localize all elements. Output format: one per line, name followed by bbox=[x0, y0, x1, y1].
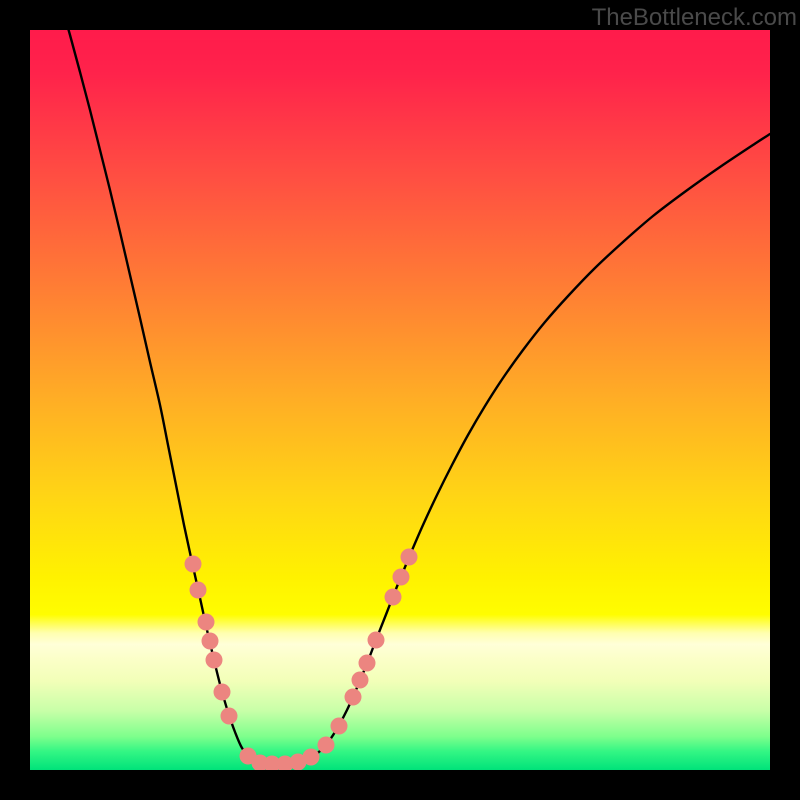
data-marker bbox=[352, 672, 369, 689]
watermark-text: TheBottleneck.com bbox=[592, 4, 797, 32]
data-marker bbox=[185, 556, 202, 573]
data-marker bbox=[345, 689, 362, 706]
data-marker bbox=[206, 652, 223, 669]
data-marker bbox=[318, 737, 335, 754]
data-marker bbox=[303, 749, 320, 766]
data-marker bbox=[331, 718, 348, 735]
data-marker bbox=[221, 708, 238, 725]
data-marker bbox=[202, 633, 219, 650]
chart-frame: TheBottleneck.com bbox=[0, 0, 800, 800]
bottleneck-chart bbox=[0, 0, 800, 800]
data-marker bbox=[393, 569, 410, 586]
data-marker bbox=[190, 582, 207, 599]
data-marker bbox=[214, 684, 231, 701]
plot-background bbox=[30, 30, 770, 770]
data-marker bbox=[401, 549, 418, 566]
data-marker bbox=[368, 632, 385, 649]
data-marker bbox=[385, 589, 402, 606]
data-marker bbox=[198, 614, 215, 631]
data-marker bbox=[359, 655, 376, 672]
